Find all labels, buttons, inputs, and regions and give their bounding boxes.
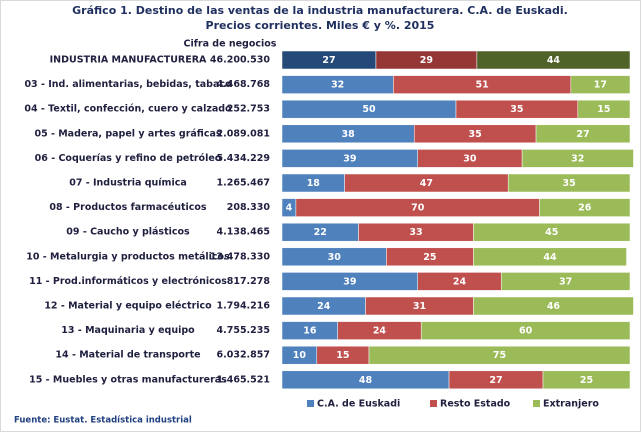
value-label: 60 xyxy=(519,326,533,337)
category-label: 15 - Muebles y otras manufactureras xyxy=(29,374,227,385)
value-label: 25 xyxy=(580,375,593,386)
value-label: 17 xyxy=(594,80,607,91)
value-label: 15 xyxy=(597,104,610,115)
bar-segment xyxy=(473,296,634,316)
turnover-label: 4.755.235 xyxy=(217,325,271,336)
value-label: 38 xyxy=(342,129,356,140)
turnover-label: 6.032.857 xyxy=(217,350,271,361)
legend-label: C.A. de Euskadi xyxy=(317,399,400,410)
category-label: 14 - Material de transporte xyxy=(55,350,200,361)
turnover-label: 1.265.467 xyxy=(217,178,271,189)
bar-segment xyxy=(476,50,631,70)
category-label: 06 - Coquerías y refino de petróleo xyxy=(35,153,222,164)
category-label: 07 - Industria química xyxy=(69,178,187,189)
value-label: 44 xyxy=(543,252,557,263)
category-label: 09 - Caucho y plásticos xyxy=(66,227,190,238)
category-label: 10 - Metalurgia y productos metálicos xyxy=(26,251,230,262)
bar-segment xyxy=(473,247,627,267)
value-label: 24 xyxy=(453,276,467,287)
bar-segment xyxy=(542,370,631,390)
turnover-label: 4.468.768 xyxy=(217,79,271,90)
value-label: 4 xyxy=(286,203,293,214)
value-label: 30 xyxy=(463,153,477,164)
value-label: 33 xyxy=(409,227,422,238)
value-label: 27 xyxy=(576,129,589,140)
value-label: 18 xyxy=(307,178,321,189)
turnover-label: 208.330 xyxy=(227,202,271,213)
category-label: 04 - Textil, confección, cuero y calzado xyxy=(24,104,232,115)
turnover-label: 1.465.521 xyxy=(217,374,271,385)
value-label: 45 xyxy=(545,227,558,238)
value-label: 29 xyxy=(420,55,433,66)
turnover-label: 4.138.465 xyxy=(217,227,271,238)
value-label: 24 xyxy=(373,326,387,337)
value-label: 15 xyxy=(336,350,349,361)
turnover-label: 5.434.229 xyxy=(217,153,271,164)
bar-segment xyxy=(570,75,631,94)
turnover-label: 46.200.530 xyxy=(210,55,270,66)
bar-segment xyxy=(535,124,631,144)
chart-subtitle: Precios corrientes. Miles € y %. 2015 xyxy=(206,19,435,32)
turnover-label: 252.753 xyxy=(227,104,270,115)
value-label: 30 xyxy=(328,252,342,263)
bar-segment xyxy=(500,272,631,291)
value-label: 27 xyxy=(322,55,335,66)
category-label: 03 - Ind. alimentarias, bebidas, tabaco xyxy=(24,79,232,90)
value-label: 32 xyxy=(571,153,584,164)
value-label: 51 xyxy=(475,80,488,91)
bar-segment xyxy=(539,198,631,217)
turnover-label: 2.089.081 xyxy=(217,128,271,139)
category-label: 11 - Prod.informáticos y electrónicos xyxy=(29,276,227,287)
value-label: 25 xyxy=(423,252,436,263)
turnover-label: 1.794.216 xyxy=(217,301,271,312)
value-label: 70 xyxy=(411,203,425,214)
value-label: 27 xyxy=(489,375,502,386)
bar-segment xyxy=(368,345,631,365)
value-label: 35 xyxy=(510,104,523,115)
value-label: 39 xyxy=(343,276,356,287)
bar-segment xyxy=(420,321,631,340)
turnover-label: 13.478.330 xyxy=(210,251,270,262)
value-label: 35 xyxy=(469,129,482,140)
category-label: 12 - Material y equipo eléctrico xyxy=(44,301,212,312)
bar-segment xyxy=(473,222,631,242)
value-label: 46 xyxy=(547,301,561,312)
value-label: 32 xyxy=(331,80,344,91)
chart-title: Gráfico 1. Destino de las ventas de la i… xyxy=(72,4,568,17)
turnover-label: 817.278 xyxy=(227,276,271,287)
source: Fuente: Eustat. Estadística industrial xyxy=(14,416,192,426)
category-label: INDUSTRIA MANUFACTURERA xyxy=(50,55,207,66)
legend-swatch xyxy=(533,400,540,407)
category-label: 08 - Productos farmacéuticos xyxy=(49,202,207,213)
value-label: 37 xyxy=(559,276,572,287)
value-label: 39 xyxy=(343,153,356,164)
legend-label: Extranjero xyxy=(543,399,599,410)
column-header: Cifra de negocios xyxy=(184,39,277,50)
bar-segment xyxy=(577,99,631,119)
value-label: 75 xyxy=(493,350,506,361)
legend-label: Resto Estado xyxy=(440,399,511,410)
value-label: 16 xyxy=(303,326,317,337)
bar-segment xyxy=(521,149,634,168)
value-label: 35 xyxy=(562,178,575,189)
value-label: 47 xyxy=(420,178,433,189)
value-label: 44 xyxy=(547,55,561,66)
value-label: 48 xyxy=(359,375,373,386)
legend-swatch xyxy=(307,400,314,407)
value-label: 24 xyxy=(317,301,331,312)
value-label: 26 xyxy=(578,203,592,214)
legend-swatch xyxy=(430,400,437,407)
bar-segment xyxy=(507,173,631,193)
value-label: 50 xyxy=(362,104,376,115)
value-label: 10 xyxy=(293,350,307,361)
value-label: 31 xyxy=(413,301,426,312)
value-label: 22 xyxy=(314,227,327,238)
category-label: 05 - Madera, papel y artes gráficas xyxy=(34,128,221,139)
category-label: 13 - Maquinaria y equipo xyxy=(61,325,195,336)
